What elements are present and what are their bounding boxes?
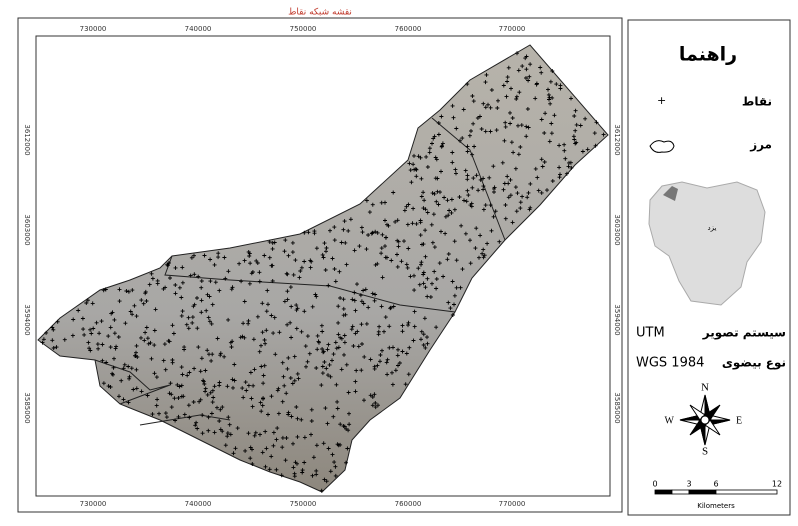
scale-label: 3 <box>686 480 691 489</box>
x-label-top: 770000 <box>499 25 526 33</box>
y-label-left: 3603000 <box>23 214 31 245</box>
y-label-left: 3612000 <box>23 124 31 155</box>
sample-points <box>40 51 606 493</box>
x-label-bottom: 730000 <box>80 500 107 508</box>
compass-e: E <box>736 415 742 426</box>
x-label-bottom: 740000 <box>185 500 212 508</box>
sub-boundary <box>94 359 231 426</box>
x-label-bottom: 770000 <box>499 500 526 508</box>
projection-label: سیستم تصویر <box>702 326 786 341</box>
y-label-left: 3585000 <box>23 392 31 423</box>
sub-boundary <box>431 117 506 241</box>
y-label-right: 3594000 <box>613 304 621 335</box>
legend-points: نقاط <box>742 95 772 109</box>
sub-boundary <box>164 255 456 313</box>
scale-label: 12 <box>772 480 782 489</box>
y-label-right: 3603000 <box>613 214 621 245</box>
x-label-bottom: 760000 <box>395 500 422 508</box>
y-label-right: 3585000 <box>613 392 621 423</box>
study-area <box>37 44 609 493</box>
y-label-left: 3594000 <box>23 304 31 335</box>
compass-s: S <box>702 446 708 458</box>
x-label-top: 750000 <box>290 25 317 33</box>
province-label: یزد <box>708 224 717 232</box>
x-label-top: 740000 <box>185 25 212 33</box>
scale-unit: Kilometers <box>697 502 735 510</box>
point-symbol: + <box>657 94 666 107</box>
map-title: نقشه شبکه نقاط <box>288 8 352 18</box>
compass-n: N <box>701 382 709 394</box>
province-map <box>648 181 766 306</box>
scale-label: 6 <box>713 480 718 489</box>
scale-label: 0 <box>652 480 657 489</box>
x-label-top: 730000 <box>80 25 107 33</box>
ellipsoid-label: نوع بیضوی <box>722 356 786 371</box>
legend-boundary: مرز <box>749 138 772 152</box>
compass-w: W <box>665 415 675 426</box>
x-label-top: 760000 <box>395 25 422 33</box>
projection: UTM <box>636 326 665 341</box>
ellipsoid: WGS 1984 <box>636 356 704 371</box>
compass-rose <box>679 394 731 446</box>
study-area-boundary <box>37 44 609 493</box>
y-label-right: 3612000 <box>613 124 621 155</box>
scale-bar <box>654 489 778 495</box>
boundary-symbol <box>649 140 675 153</box>
study-area-location <box>663 186 678 201</box>
legend-title: راهنما <box>679 44 737 66</box>
x-label-bottom: 750000 <box>290 500 317 508</box>
